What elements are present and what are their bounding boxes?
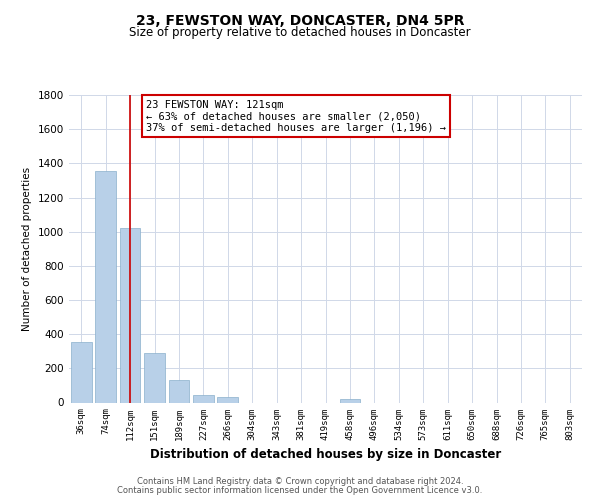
Text: Contains public sector information licensed under the Open Government Licence v3: Contains public sector information licen…: [118, 486, 482, 495]
Bar: [193, 395, 214, 402]
Text: 23 FEWSTON WAY: 121sqm
← 63% of detached houses are smaller (2,050)
37% of semi-: 23 FEWSTON WAY: 121sqm ← 63% of detached…: [146, 100, 446, 133]
Bar: [95, 171, 116, 402]
Bar: [340, 399, 361, 402]
Bar: [119, 228, 140, 402]
Text: Contains HM Land Registry data © Crown copyright and database right 2024.: Contains HM Land Registry data © Crown c…: [137, 477, 463, 486]
Bar: [169, 380, 190, 402]
Text: Size of property relative to detached houses in Doncaster: Size of property relative to detached ho…: [129, 26, 471, 39]
Bar: [144, 353, 165, 403]
Text: 23, FEWSTON WAY, DONCASTER, DN4 5PR: 23, FEWSTON WAY, DONCASTER, DN4 5PR: [136, 14, 464, 28]
Y-axis label: Number of detached properties: Number of detached properties: [22, 166, 32, 331]
Bar: [217, 398, 238, 402]
Bar: [71, 342, 92, 402]
X-axis label: Distribution of detached houses by size in Doncaster: Distribution of detached houses by size …: [150, 448, 501, 461]
